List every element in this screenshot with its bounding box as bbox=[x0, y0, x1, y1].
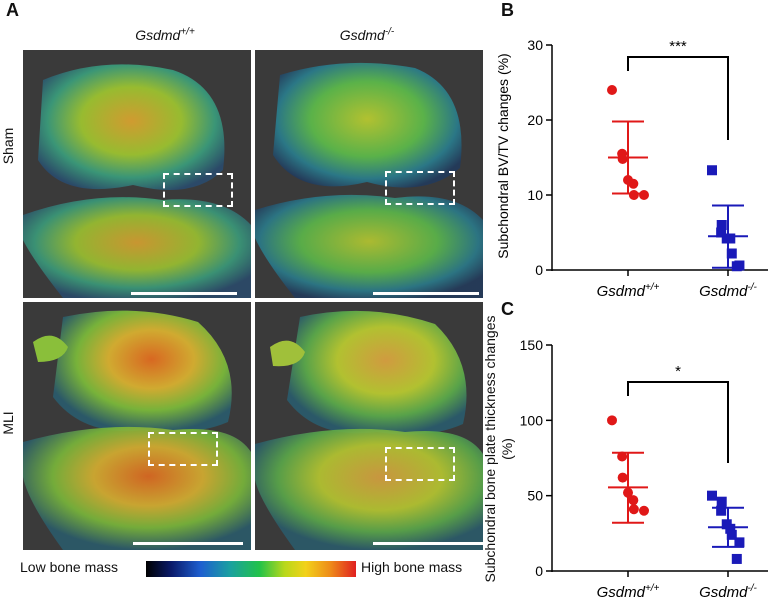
data-point bbox=[628, 190, 639, 200]
microct-mli-wt bbox=[23, 302, 251, 550]
significance-label: *** bbox=[669, 38, 687, 55]
roi-box bbox=[163, 173, 233, 207]
data-point bbox=[628, 178, 639, 189]
data-point bbox=[725, 523, 736, 534]
significance-bracket bbox=[627, 56, 729, 140]
microct-sham-ko bbox=[255, 50, 483, 298]
data-point bbox=[716, 227, 727, 238]
microct-sham-ko-image bbox=[255, 50, 483, 298]
chart-c-plate-thickness: 0 50 100 150 Gsdmd+/+ Gsdmd-/- * bbox=[520, 337, 768, 601]
data-point bbox=[731, 261, 742, 272]
data-point bbox=[726, 248, 737, 259]
roi-box bbox=[148, 432, 218, 466]
y-tick-label: 10 bbox=[527, 187, 543, 203]
roi-box bbox=[385, 447, 455, 481]
row-label-sham: Sham bbox=[0, 127, 16, 165]
data-point bbox=[731, 553, 742, 564]
data-point bbox=[628, 495, 639, 506]
microct-mli-wt-image bbox=[23, 302, 251, 550]
x-tick-label: Gsdmd-/- bbox=[699, 282, 757, 300]
data-point bbox=[607, 85, 617, 95]
data-point bbox=[607, 415, 617, 426]
significance-label: * bbox=[675, 363, 681, 380]
x-tick-label: Gsdmd-/- bbox=[699, 583, 757, 601]
y-tick-label: 20 bbox=[527, 112, 543, 128]
y-tick-label: 0 bbox=[535, 262, 543, 278]
genotype-wt-label: Gsdmd+/+ bbox=[135, 26, 195, 43]
y-tick-label: 50 bbox=[527, 488, 543, 504]
scale-bar bbox=[373, 292, 479, 295]
data-point bbox=[628, 504, 639, 515]
bone-mass-colorbar bbox=[146, 561, 356, 577]
data-point bbox=[725, 233, 736, 244]
data-point bbox=[617, 154, 628, 164]
data-point bbox=[734, 537, 745, 548]
y-tick-label: 0 bbox=[535, 563, 543, 579]
legend-low-label: Low bone mass bbox=[20, 559, 119, 575]
data-point bbox=[726, 529, 737, 540]
data-point bbox=[617, 472, 628, 483]
y-tick-label: 30 bbox=[527, 37, 543, 53]
data-point bbox=[639, 505, 649, 516]
genotype-wt-header: Gsdmd+/+ bbox=[80, 26, 250, 43]
scale-bar bbox=[131, 292, 237, 295]
microct-mli-ko bbox=[255, 302, 483, 550]
data-point bbox=[707, 490, 717, 501]
x-tick-label: Gsdmd+/+ bbox=[597, 282, 660, 300]
roi-box bbox=[385, 171, 455, 205]
data-point bbox=[716, 220, 727, 230]
genotype-ko-header: Gsdmd-/- bbox=[282, 26, 452, 43]
microct-sham-wt bbox=[23, 50, 251, 298]
legend-high-label: High bone mass bbox=[361, 559, 463, 575]
panel-a-letter: A bbox=[6, 0, 19, 20]
genotype-ko-label: Gsdmd-/- bbox=[339, 26, 395, 43]
data-point bbox=[716, 496, 727, 507]
scale-bar bbox=[373, 542, 483, 545]
y-axis-label: Subchondral BV/TV changes (%) bbox=[495, 53, 511, 258]
significance-bracket bbox=[627, 381, 729, 463]
panel-c-letter: C bbox=[501, 299, 514, 319]
y-tick-label: 150 bbox=[520, 337, 544, 353]
data-point bbox=[716, 505, 727, 516]
scale-bar bbox=[133, 542, 243, 545]
panel-b-letter: B bbox=[501, 0, 514, 20]
microct-mli-ko-image bbox=[255, 302, 483, 550]
x-tick-label: Gsdmd+/+ bbox=[597, 583, 660, 601]
chart-b-bv-tv: Subchondral BV/TV changes (%) 0 10 20 30 Gsd… bbox=[495, 37, 768, 300]
data-point bbox=[639, 190, 649, 200]
y-tick-label: 100 bbox=[520, 412, 544, 428]
data-point bbox=[617, 451, 628, 462]
data-point bbox=[707, 165, 717, 176]
row-label-mli: MLI bbox=[0, 411, 16, 435]
